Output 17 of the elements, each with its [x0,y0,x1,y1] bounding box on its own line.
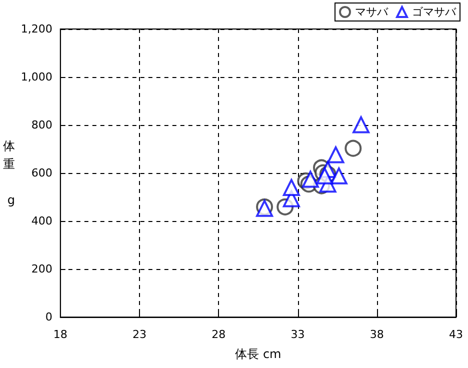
y-tick-label: 0 [45,310,52,324]
x-axis-title: 体長 cm [235,347,282,361]
x-tick-label: 43 [449,328,463,342]
y-tick-label: 1,000 [20,70,52,84]
x-tick-label: 33 [290,328,305,342]
y-tick-label: 600 [31,166,52,180]
y-tick-label: 200 [31,262,52,276]
legend-label: マサバ [355,6,389,18]
y-tick-label: 400 [31,214,52,228]
x-tick-label: 28 [212,328,226,342]
x-tick-label: 23 [132,328,147,342]
x-tick-label: 18 [53,328,68,342]
text: 体重 g [3,139,15,208]
y-tick-label: 1,200 [20,22,52,36]
legend-label: ゴマサバ [412,6,457,18]
y-tick-label: 800 [31,118,52,132]
x-tick-label: 38 [370,328,384,342]
